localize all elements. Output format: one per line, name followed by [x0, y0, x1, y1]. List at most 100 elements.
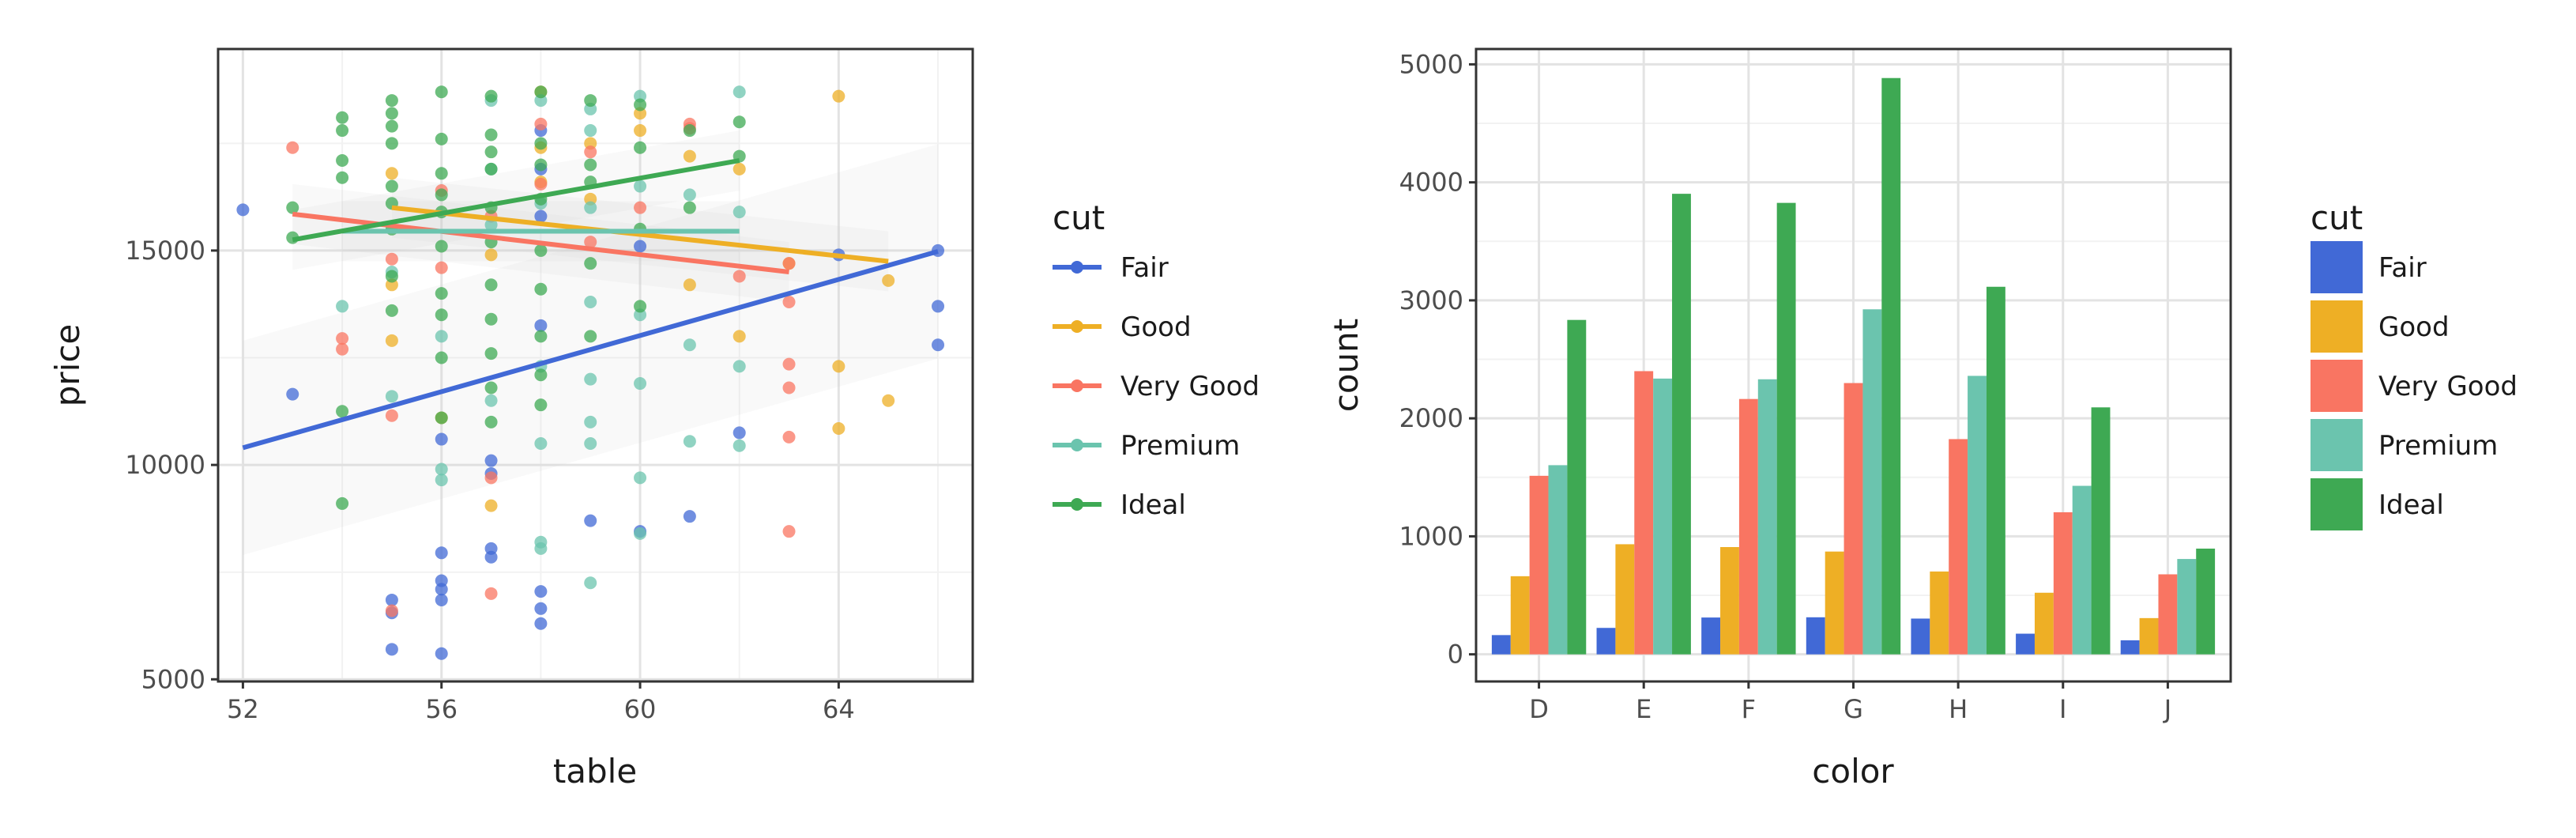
scatter-legend-key-point	[1071, 379, 1083, 392]
scatter-y-axis-title: price	[48, 324, 87, 407]
scatter-legend-label: Fair	[1120, 252, 1169, 284]
scatter-y-tick-label: 15000	[125, 236, 205, 266]
scatter-plot-border	[217, 47, 974, 683]
bar-panel: D E F G H I J 0 1000 2000 3000 4000 5000 color coun…	[1327, 47, 2518, 791]
point-very-good	[634, 201, 647, 214]
point-good	[882, 394, 895, 407]
bar-legend-label: Fair	[2378, 252, 2427, 284]
point-fair	[534, 617, 548, 630]
point-fair	[435, 546, 448, 560]
point-very-good	[385, 252, 398, 266]
point-ideal	[484, 347, 498, 360]
bar-ideal-j	[2196, 548, 2216, 655]
point-fair	[435, 583, 448, 596]
point-ideal	[733, 115, 746, 129]
bar-ideal-h	[1986, 286, 2005, 655]
point-ideal	[435, 411, 448, 425]
bar-premium-i	[2072, 485, 2092, 655]
point-very-good	[782, 430, 796, 444]
bar-fair-d	[1491, 635, 1511, 655]
point-ideal	[435, 240, 448, 253]
point-fair	[733, 426, 746, 440]
bar-ideal-d	[1567, 319, 1587, 655]
point-premium	[733, 360, 746, 373]
point-ideal	[634, 141, 647, 154]
point-very-good	[782, 296, 796, 308]
bar-premium-d	[1548, 465, 1568, 655]
point-premium	[435, 330, 448, 343]
point-ideal	[435, 167, 448, 180]
point-ideal	[683, 124, 696, 138]
point-premium	[435, 462, 448, 476]
scatter-legend-label: Very Good	[1120, 371, 1260, 402]
bar-premium-j	[2177, 559, 2197, 655]
point-ideal	[484, 381, 498, 394]
scatter-panel: 52 56 60 64 5000 10000 15000 table price cut …	[48, 47, 1260, 791]
bar-legend-key	[2310, 241, 2363, 293]
point-very-good	[584, 236, 597, 249]
bar-x-axis-title: color	[1812, 752, 1894, 791]
point-fair	[584, 514, 597, 527]
point-fair	[484, 454, 498, 467]
bar-good-g	[1825, 551, 1844, 655]
point-very-good	[435, 261, 448, 274]
bar-x-tick-label: I	[2059, 694, 2066, 724]
bar-x-tick-label: E	[1636, 694, 1651, 724]
bar-premium-e	[1653, 378, 1673, 655]
point-premium	[733, 85, 746, 99]
point-ideal	[534, 158, 548, 172]
scatter-legend-key-point	[1071, 261, 1083, 274]
point-ideal	[336, 405, 349, 418]
point-very-good	[286, 141, 299, 154]
point-premium	[683, 435, 696, 448]
point-ideal	[584, 94, 597, 108]
bar-ideal-g	[1881, 77, 1901, 655]
bar-y-tick-label: 0	[1448, 640, 1463, 670]
point-good	[484, 248, 498, 262]
point-good	[683, 278, 696, 292]
point-ideal	[385, 107, 398, 120]
bar-good-f	[1720, 547, 1739, 655]
point-ideal	[484, 415, 498, 428]
point-ideal	[336, 111, 349, 124]
point-ideal	[435, 351, 448, 364]
point-ideal	[484, 145, 498, 159]
trend-line-ideal	[292, 158, 740, 243]
point-ideal	[336, 171, 349, 184]
point-fair	[932, 338, 945, 352]
point-fair	[534, 602, 548, 615]
point-premium	[584, 201, 597, 214]
point-fair	[534, 319, 548, 332]
point-good	[733, 162, 746, 176]
bar-good-i	[2034, 592, 2054, 655]
point-very-good	[336, 332, 349, 345]
scatter-x-ticks: 52 56 60 64	[227, 681, 855, 724]
point-ideal	[435, 85, 448, 99]
point-good	[683, 149, 696, 163]
point-ideal	[385, 119, 398, 133]
bar-x-tick-label: H	[1949, 694, 1968, 724]
bar-legend-key	[2310, 300, 2363, 353]
point-ideal	[385, 304, 398, 317]
point-fair	[484, 550, 498, 564]
bar-fair-f	[1701, 617, 1721, 655]
point-ideal	[534, 282, 548, 296]
bar-y-tick-label: 2000	[1399, 403, 1463, 433]
point-very-good	[336, 342, 349, 356]
point-good	[733, 330, 746, 343]
point-very-good	[385, 604, 398, 617]
scatter-legend-title: cut	[1053, 198, 1105, 237]
point-ideal	[435, 308, 448, 322]
point-premium	[534, 436, 548, 450]
bar-very-good-e	[1634, 371, 1654, 655]
scatter-x-tick-label: 60	[624, 694, 657, 724]
bar-bars	[1491, 77, 2216, 655]
point-premium	[584, 415, 597, 428]
point-fair	[634, 240, 647, 253]
scatter-y-ticks: 5000 10000 15000	[125, 236, 218, 694]
bar-good-d	[1510, 576, 1530, 655]
bar-good-j	[2139, 617, 2159, 655]
point-good	[634, 124, 647, 138]
point-premium	[484, 394, 498, 407]
